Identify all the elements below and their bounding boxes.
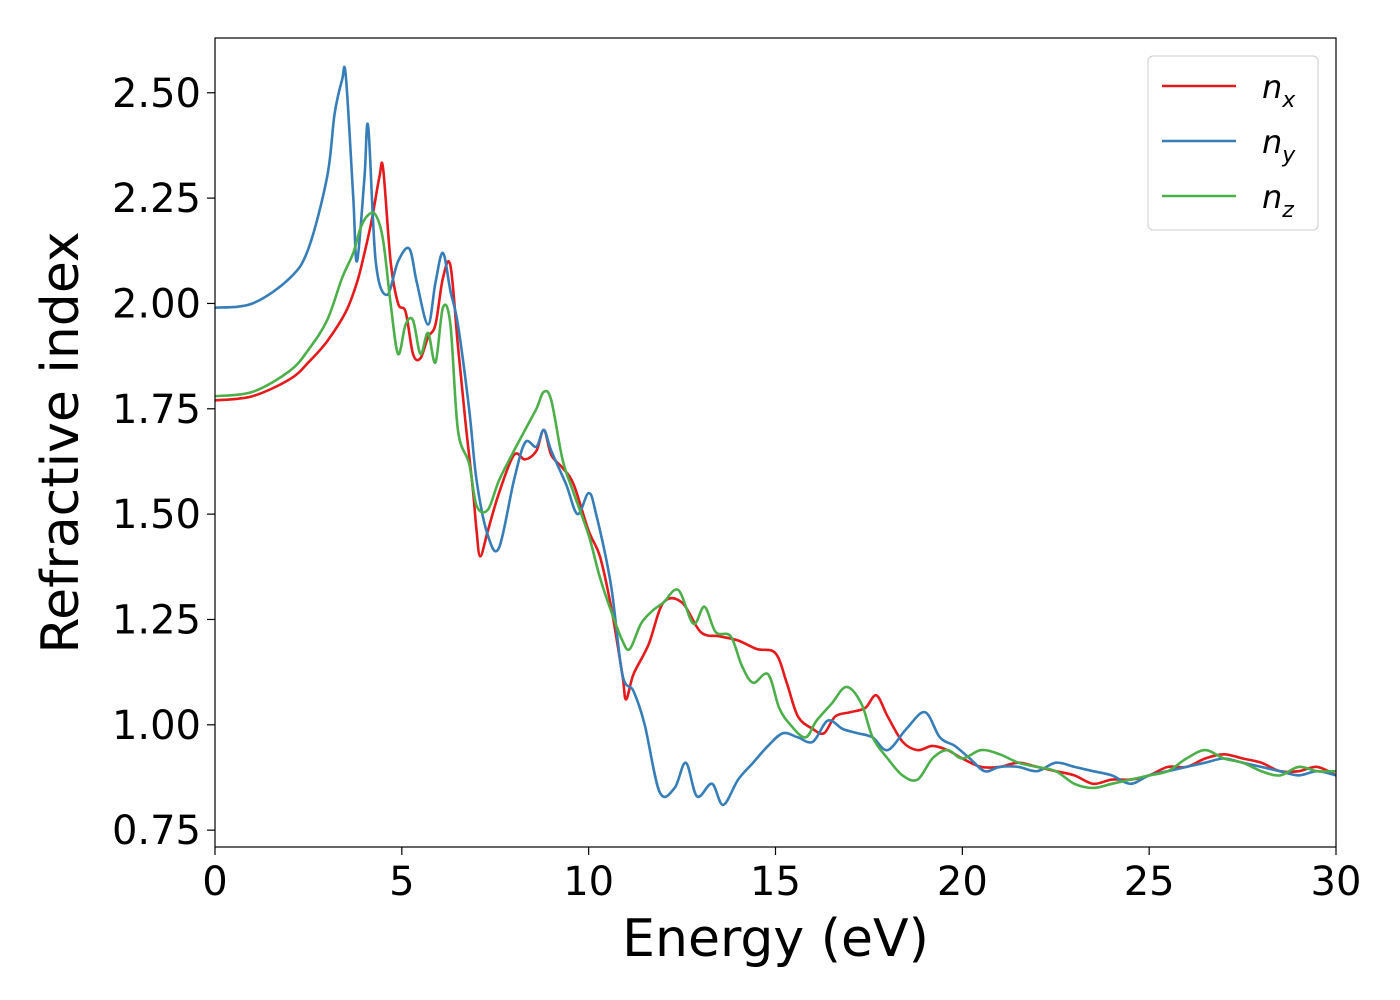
x-tick-label: 10: [563, 859, 614, 905]
y-tick-label: 2.25: [112, 176, 201, 222]
x-tick-label: 25: [1124, 859, 1175, 905]
y-tick-label: 1.50: [112, 492, 201, 538]
legend-label-nx: nx: [1262, 68, 1296, 113]
y-tick-label: 0.75: [112, 808, 201, 854]
x-tick-label: 15: [750, 859, 801, 905]
y-tick-label: 1.75: [112, 387, 201, 433]
series-line-nz: [215, 211, 1336, 790]
series-line-ny: [215, 65, 1336, 807]
series-line-nx: [215, 161, 1336, 786]
legend-label-base: n: [1262, 123, 1282, 161]
x-tick-label: 5: [389, 859, 414, 905]
x-tick-label: 0: [202, 859, 227, 905]
legend-label-base: n: [1262, 178, 1282, 216]
x-tick-label: 30: [1311, 859, 1362, 905]
y-axis-ticks: 0.75 1.00 1.25 1.50 1.75 2.00 2.25 2.50: [112, 71, 215, 854]
legend-label-ny: ny: [1262, 123, 1296, 168]
legend-label-subscript: y: [1281, 143, 1296, 168]
series-layer: [215, 65, 1336, 807]
y-tick-label: 2.50: [112, 71, 201, 117]
y-tick-label: 1.00: [112, 703, 201, 749]
y-tick-label: 2.00: [112, 281, 201, 327]
legend-label-subscript: x: [1281, 88, 1296, 113]
y-tick-label: 1.25: [112, 597, 201, 643]
legend-label-nz: nz: [1262, 178, 1294, 223]
y-axis-label: Refractive index: [31, 231, 91, 653]
x-tick-label: 20: [937, 859, 988, 905]
legend-label-base: n: [1262, 68, 1282, 106]
x-axis-label: Energy (eV): [622, 909, 929, 969]
legend-box: [1147, 55, 1319, 231]
legend-label-subscript: z: [1281, 198, 1294, 223]
x-axis-ticks: 0 5 10 15 20 25 30: [202, 847, 1361, 905]
